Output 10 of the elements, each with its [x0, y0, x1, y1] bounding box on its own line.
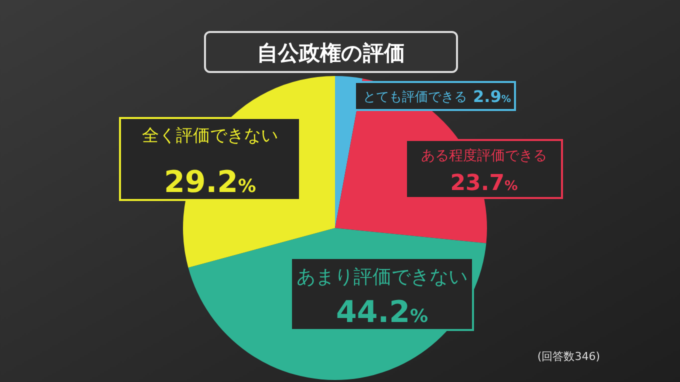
text: (回答数346) — [537, 350, 600, 363]
data-label: 2.9% — [473, 87, 512, 106]
slice-label: 全く評価できない — [142, 126, 278, 146]
slice-label: ある程度評価できる — [421, 148, 547, 164]
data-label: 29.2% — [164, 165, 256, 200]
slice-label: あまり評価できない — [296, 266, 468, 288]
data-label: 23.7% — [450, 171, 518, 196]
data-label: 44.2% — [336, 295, 428, 330]
slice-label: とても評価できる — [363, 90, 467, 105]
chart-title: 自公政権の評価 — [257, 41, 405, 65]
